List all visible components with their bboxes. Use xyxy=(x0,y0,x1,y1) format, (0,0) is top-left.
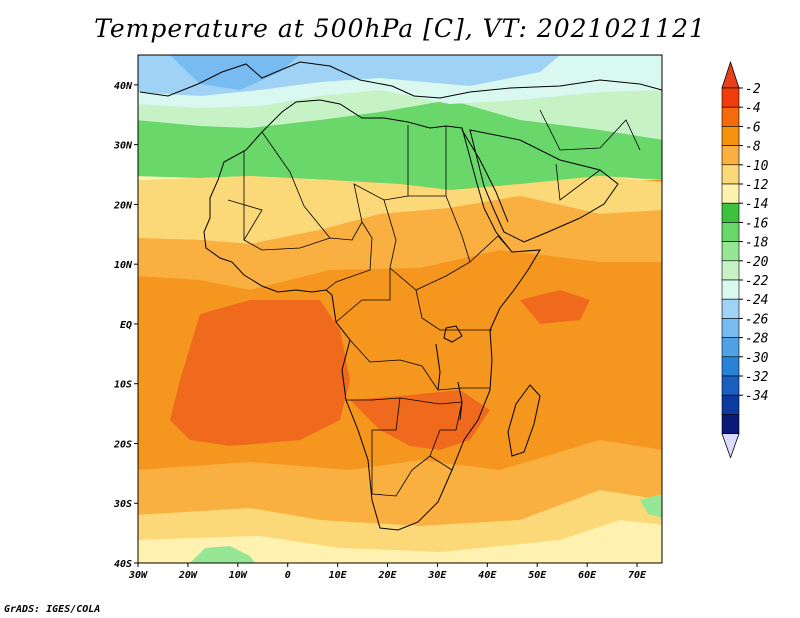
grads-credit: GrADS: IGES/COLA xyxy=(4,604,101,615)
lat-tick-label: 40N xyxy=(114,81,133,92)
lon-tick-label: 10E xyxy=(329,570,348,581)
temperature-field xyxy=(138,55,662,563)
colorbar-label: -24 xyxy=(745,293,768,308)
colorbar-label: -34 xyxy=(745,389,768,404)
border-line xyxy=(335,268,391,323)
border-line xyxy=(429,401,463,457)
lon-tick-label: 30W xyxy=(128,570,148,581)
field-band-light-green xyxy=(640,494,662,518)
lon-tick-label: 70E xyxy=(628,570,647,581)
colorbar-label: -14 xyxy=(745,197,768,212)
lon-tick-label: 10W xyxy=(229,570,248,581)
colorbar-swatch xyxy=(721,318,740,338)
colorbar-label: -22 xyxy=(745,274,769,289)
map-frame xyxy=(137,54,663,564)
colorbar-label: -2 xyxy=(745,82,761,97)
colorbar-label: -18 xyxy=(745,236,769,251)
colorbar-label: -26 xyxy=(745,312,769,327)
colorbar-label: -12 xyxy=(745,178,769,193)
field-band-deep-orange xyxy=(170,300,350,446)
lon-tick-label: 60E xyxy=(578,570,597,581)
colorbar-swatch xyxy=(721,279,740,300)
border-line xyxy=(372,397,401,431)
lon-tick-label: 0 xyxy=(285,570,291,581)
colorbar-swatch xyxy=(721,298,740,319)
lat-tick-label: 20S xyxy=(113,439,132,450)
colorbar-label: -10 xyxy=(745,159,769,174)
country-borders xyxy=(227,109,641,497)
colorbar-label: -8 xyxy=(745,140,761,155)
lat-tick-label: EQ xyxy=(120,320,132,331)
field-band-deep-orange xyxy=(520,290,590,324)
border-line xyxy=(325,221,373,291)
colorbar-swatch xyxy=(721,183,740,204)
border-line xyxy=(415,289,492,331)
colorbar-swatch xyxy=(721,164,740,185)
field-band-light-orange xyxy=(138,196,662,290)
colorbar-label: -4 xyxy=(745,101,761,116)
coastline-outline xyxy=(139,61,662,531)
field-band-pale-yellow xyxy=(138,520,662,563)
colorbar-swatch xyxy=(721,202,740,223)
lat-tick-label: 10S xyxy=(114,380,132,391)
africa-coastline xyxy=(203,99,541,531)
colorbar-swatch xyxy=(721,414,740,434)
lat-tick-label: 30S xyxy=(113,499,132,510)
colorbar-label: -32 xyxy=(745,370,769,385)
border-line xyxy=(539,109,641,151)
field-band-light-green xyxy=(190,546,255,563)
colorbar-swatch xyxy=(721,337,740,358)
border-line xyxy=(371,430,453,497)
colorbar-swatch xyxy=(721,260,740,281)
lon-tick-label: 40E xyxy=(478,570,497,581)
map-title: Temperature at 500hPa [C], VT: 202102112… xyxy=(94,14,706,43)
colorbar-swatch xyxy=(721,126,740,146)
colorbar-swatch xyxy=(721,394,740,415)
colorbar-label: -30 xyxy=(745,351,769,366)
colorbar-label: -6 xyxy=(745,120,761,135)
field-band-deep-orange xyxy=(350,390,490,450)
lon-tick-label: 30E xyxy=(427,570,447,581)
border-line xyxy=(261,131,331,239)
field-band-yellow xyxy=(138,176,662,244)
lat-tick-label: 10N xyxy=(114,260,133,271)
madagascar-coastline xyxy=(507,384,541,457)
longitude-axis: 30W 20W 10W 0 10E 20E 30E 40E 50E 60E 70E xyxy=(128,563,647,581)
colorbar-swatch xyxy=(721,241,740,262)
lat-tick-label: 30N xyxy=(113,141,133,152)
arabia-coastline xyxy=(469,129,619,243)
colorbar-swatch xyxy=(721,222,740,242)
lat-tick-label: 40S xyxy=(114,559,132,570)
border-line xyxy=(383,195,471,291)
lon-tick-label: 20W xyxy=(178,570,198,581)
lake-tanganyika xyxy=(435,343,441,391)
colorbar-label: -20 xyxy=(745,255,769,270)
colorbar-upper-arrow xyxy=(721,60,740,89)
lake-victoria xyxy=(443,325,463,343)
colorbar: -2 -4 -6 -8 -10 -12 -14 -16 -18 -20 -22 -24 -26 -28 -3… xyxy=(721,60,769,459)
colorbar-swatch xyxy=(721,106,740,127)
colorbar-swatch xyxy=(721,375,740,396)
border-line xyxy=(243,125,409,251)
red-sea xyxy=(461,129,509,223)
latitude-axis: 40N 30N 20N 10N EQ 10S 20S 30S 40S xyxy=(113,81,138,570)
lon-tick-label: 50E xyxy=(528,570,547,581)
lat-tick-label: 20N xyxy=(113,200,133,211)
colorbar-lower-arrow xyxy=(721,433,740,459)
europe-coastline xyxy=(139,61,662,99)
border-line xyxy=(469,235,513,263)
colorbar-swatch xyxy=(721,356,740,377)
colorbar-label: -28 xyxy=(745,332,769,347)
border-line xyxy=(227,199,263,241)
lon-tick-label: 20E xyxy=(377,570,397,581)
colorbar-swatch xyxy=(721,145,740,166)
border-line xyxy=(555,163,601,201)
border-line xyxy=(349,339,490,391)
colorbar-label: -16 xyxy=(745,216,769,231)
colorbar-swatch xyxy=(721,87,740,108)
